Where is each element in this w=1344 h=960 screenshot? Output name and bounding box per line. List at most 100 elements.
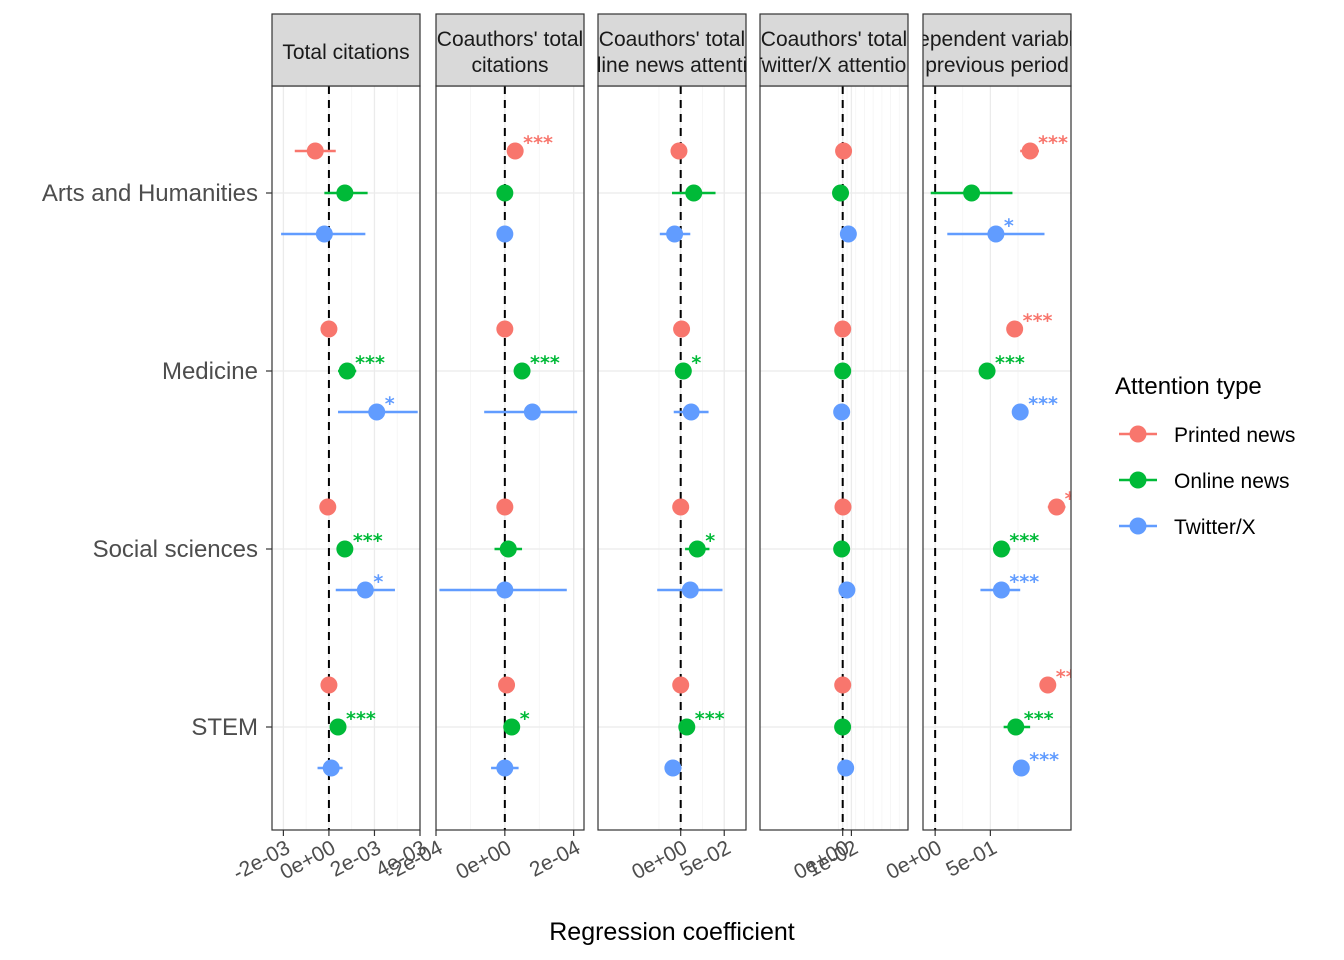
- data-point: [496, 225, 514, 243]
- significance-label: ***: [1009, 571, 1039, 593]
- data-point: [319, 498, 337, 516]
- significance-label: ***: [1024, 708, 1054, 730]
- significance-label: ***: [1056, 666, 1086, 688]
- data-point: [834, 498, 852, 516]
- legend-label: Printed news: [1174, 424, 1295, 447]
- data-point: [506, 142, 524, 160]
- data-point: [987, 225, 1005, 243]
- significance-label: *: [373, 571, 383, 593]
- significance-label: ***: [1038, 132, 1068, 154]
- legend-item: Online news: [1119, 470, 1290, 493]
- data-point: [678, 718, 696, 736]
- significance-label: ***: [523, 132, 553, 154]
- data-point: [674, 362, 692, 380]
- data-point: [322, 759, 340, 777]
- significance-label: *: [705, 530, 715, 552]
- significance-label: ***: [1009, 530, 1039, 552]
- data-point: [682, 403, 700, 421]
- panel-background: [598, 86, 746, 830]
- data-point: [1048, 498, 1066, 516]
- significance-label: ***: [353, 530, 383, 552]
- significance-label: ***: [1065, 488, 1095, 510]
- legend-item: Twitter/X: [1119, 516, 1256, 539]
- data-point: [833, 540, 851, 558]
- data-point: [356, 581, 374, 599]
- significance-label: ***: [355, 352, 385, 374]
- legend-item: Printed news: [1119, 424, 1295, 447]
- data-point: [839, 225, 857, 243]
- data-point: [523, 403, 541, 421]
- data-point: [834, 718, 852, 736]
- data-point: [833, 403, 851, 421]
- significance-label: ***: [1028, 393, 1058, 415]
- facet-strip-label: Coauthors' total: [599, 28, 745, 51]
- data-point: [837, 759, 855, 777]
- facet-strip-label: online news attention: [573, 54, 770, 77]
- data-point: [320, 676, 338, 694]
- significance-label: ***: [346, 708, 376, 730]
- data-point: [496, 759, 514, 777]
- legend-key-point: [1129, 517, 1147, 535]
- data-point: [664, 759, 682, 777]
- panel-background: [760, 86, 908, 830]
- facet-panels: ***********Total citations-2e-030e+002e-…: [229, 13, 1095, 885]
- data-point: [336, 540, 354, 558]
- data-point: [838, 581, 856, 599]
- data-point: [834, 362, 852, 380]
- x-tick-label: 0e+00: [883, 836, 946, 884]
- data-point: [315, 225, 333, 243]
- facet-strip-label: Coauthors' total: [761, 28, 907, 51]
- legend-title: Attention type: [1115, 373, 1262, 400]
- facet-strip-label: previous period: [925, 54, 1069, 77]
- legend-key-point: [1129, 471, 1147, 489]
- y-tick-label: Social sciences: [93, 536, 258, 563]
- data-point: [685, 184, 703, 202]
- facet-strip-label: Twitter/X attention: [750, 54, 918, 77]
- data-point: [306, 142, 324, 160]
- data-point: [336, 184, 354, 202]
- data-point: [670, 142, 688, 160]
- significance-label: *: [691, 352, 701, 374]
- data-point: [1007, 718, 1025, 736]
- significance-label: ***: [1023, 310, 1053, 332]
- data-point: [496, 581, 514, 599]
- significance-label: ***: [995, 352, 1025, 374]
- data-point: [368, 403, 386, 421]
- x-tick-label: 2e-04: [526, 836, 585, 882]
- significance-label: *: [385, 393, 395, 415]
- data-point: [496, 184, 514, 202]
- data-point: [496, 498, 514, 516]
- facet-strip: [759, 13, 909, 87]
- facet-strip: [271, 13, 421, 87]
- x-tick-label: 5e-02: [676, 836, 734, 882]
- facet-strip: [435, 13, 585, 87]
- data-point: [963, 184, 981, 202]
- facet-panel-5: *******************************Dependent…: [883, 13, 1095, 884]
- x-tick-label: 5e-01: [942, 836, 1000, 882]
- data-point: [496, 320, 514, 338]
- panel-background: [272, 86, 420, 830]
- y-axis-labels: Arts and Humanities Medicine Social scienc…: [42, 180, 272, 741]
- legend-label: Online news: [1174, 470, 1290, 493]
- significance-label: ***: [695, 708, 725, 730]
- x-tick-label: 0e+00: [452, 836, 515, 884]
- x-axis-title: Regression coefficient: [549, 918, 795, 946]
- legend-label: Twitter/X: [1174, 516, 1256, 539]
- facet-panel-1: ***********Total citations-2e-030e+002e-…: [229, 13, 430, 885]
- data-point: [835, 142, 853, 160]
- panel-background: [436, 86, 584, 830]
- data-point: [681, 581, 699, 599]
- data-point: [503, 718, 521, 736]
- data-point: [672, 498, 690, 516]
- legend-items: Printed news Online news Twitter/X: [1119, 424, 1295, 539]
- data-point: [320, 320, 338, 338]
- data-point: [832, 184, 850, 202]
- data-point: [688, 540, 706, 558]
- data-point: [1011, 403, 1029, 421]
- data-point: [513, 362, 531, 380]
- significance-label: *: [520, 708, 530, 730]
- significance-label: *: [1004, 215, 1014, 237]
